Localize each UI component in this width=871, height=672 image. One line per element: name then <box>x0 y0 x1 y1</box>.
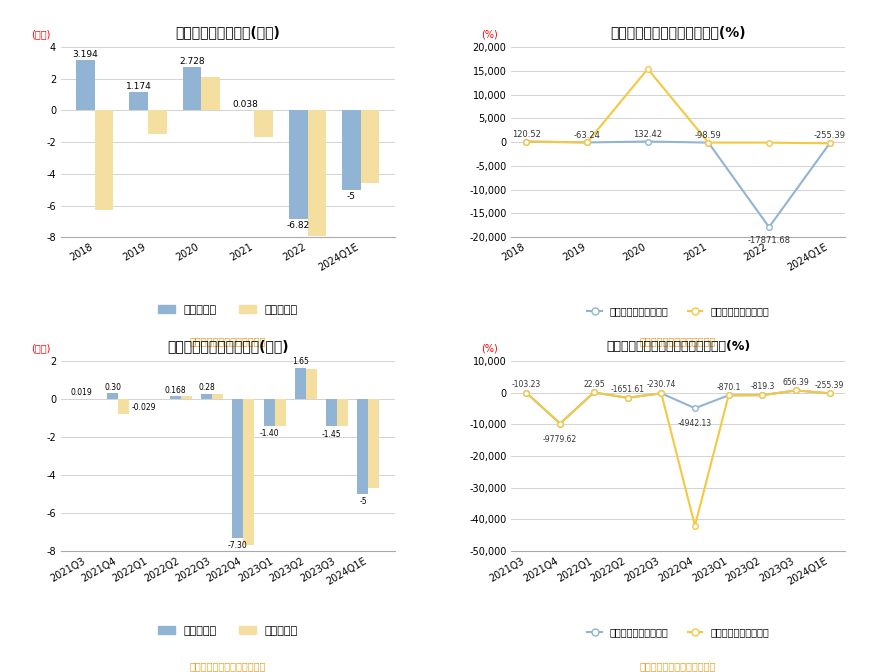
Text: -230.74: -230.74 <box>646 380 676 390</box>
Text: -4942.13: -4942.13 <box>678 419 712 428</box>
Title: 历年净利、扣非情况(亿元): 历年净利、扣非情况(亿元) <box>175 25 280 39</box>
Text: -1.45: -1.45 <box>322 430 341 439</box>
Bar <box>170 396 181 399</box>
Text: -5: -5 <box>347 192 356 201</box>
Text: -0.029: -0.029 <box>132 403 157 412</box>
Bar <box>307 110 326 236</box>
Text: 1.174: 1.174 <box>125 81 152 91</box>
Bar <box>76 60 95 110</box>
Bar <box>129 92 148 110</box>
Bar <box>118 399 129 414</box>
Bar <box>327 399 337 427</box>
Text: (亿元): (亿元) <box>31 30 51 40</box>
Bar <box>289 110 307 218</box>
Bar <box>306 370 317 399</box>
Text: -255.39: -255.39 <box>815 380 844 390</box>
Text: 制图数据来自恒生聚源数据库: 制图数据来自恒生聚源数据库 <box>190 336 266 345</box>
Bar <box>233 399 243 538</box>
Title: 历年净利、扣非同比增长情况(%): 历年净利、扣非同比增长情况(%) <box>611 25 746 39</box>
Legend: 归母净利润同比增长率, 扣非净利润同比增长率: 归母净利润同比增长率, 扣非净利润同比增长率 <box>584 302 773 320</box>
Text: 制图数据来自恒生聚源数据库: 制图数据来自恒生聚源数据库 <box>190 661 266 671</box>
Text: (亿元): (亿元) <box>31 343 51 353</box>
Text: -98.59: -98.59 <box>695 131 722 140</box>
Bar <box>274 399 286 425</box>
Bar <box>213 394 223 399</box>
Bar <box>295 368 306 399</box>
Text: -63.24: -63.24 <box>574 130 600 140</box>
Text: -1651.61: -1651.61 <box>611 385 645 394</box>
Bar <box>181 396 192 399</box>
Text: 1.65: 1.65 <box>292 358 309 366</box>
Text: -7.30: -7.30 <box>228 541 247 550</box>
Bar <box>243 399 254 546</box>
Text: -9779.62: -9779.62 <box>543 435 577 444</box>
Text: -17871.68: -17871.68 <box>747 236 791 245</box>
Text: 0.28: 0.28 <box>199 384 215 392</box>
Bar <box>148 110 166 134</box>
Text: 制图数据来自恒生聚源数据库: 制图数据来自恒生聚源数据库 <box>640 661 716 671</box>
Bar <box>357 399 368 494</box>
Text: 0.019: 0.019 <box>71 388 92 397</box>
Text: -5: -5 <box>359 497 367 507</box>
Text: -255.39: -255.39 <box>814 132 846 140</box>
Text: 0.038: 0.038 <box>232 99 258 109</box>
Bar <box>254 110 273 137</box>
Bar <box>342 110 361 190</box>
Text: (%): (%) <box>482 30 498 40</box>
Title: 净利、扣非同比增长率季度变动情况(%): 净利、扣非同比增长率季度变动情况(%) <box>606 340 750 353</box>
Bar <box>264 399 274 425</box>
Bar <box>201 77 219 110</box>
Text: 0.168: 0.168 <box>165 386 186 394</box>
Bar <box>368 399 380 489</box>
Legend: 归母净利润同比增长率, 扣非净利润同比增长率: 归母净利润同比增长率, 扣非净利润同比增长率 <box>584 624 773 641</box>
Text: -870.1: -870.1 <box>717 382 741 392</box>
Title: 净利、扣非季度变动情况(亿元): 净利、扣非季度变动情况(亿元) <box>167 339 288 353</box>
Text: 3.194: 3.194 <box>72 50 98 58</box>
Bar <box>361 110 380 183</box>
Text: -6.82: -6.82 <box>287 221 310 230</box>
Text: -819.3: -819.3 <box>750 382 774 391</box>
Bar <box>183 67 201 110</box>
Text: -103.23: -103.23 <box>512 380 541 389</box>
Legend: 归母净利润, 扣非净利润: 归母净利润, 扣非净利润 <box>153 300 302 319</box>
Text: 2.728: 2.728 <box>179 57 205 66</box>
Text: 656.39: 656.39 <box>783 378 809 386</box>
Text: 22.95: 22.95 <box>583 380 604 388</box>
Legend: 归母净利润, 扣非净利润: 归母净利润, 扣非净利润 <box>153 622 302 640</box>
Text: -1.40: -1.40 <box>260 429 279 438</box>
Text: 120.52: 120.52 <box>512 130 541 138</box>
Text: 132.42: 132.42 <box>633 130 662 138</box>
Text: 制图数据来自恒生聚源数据库: 制图数据来自恒生聚源数据库 <box>640 336 716 345</box>
Text: (%): (%) <box>482 343 498 353</box>
Bar <box>201 394 213 399</box>
Bar <box>337 399 348 427</box>
Bar <box>95 110 113 210</box>
Bar <box>107 393 118 399</box>
Text: 0.30: 0.30 <box>105 383 121 392</box>
